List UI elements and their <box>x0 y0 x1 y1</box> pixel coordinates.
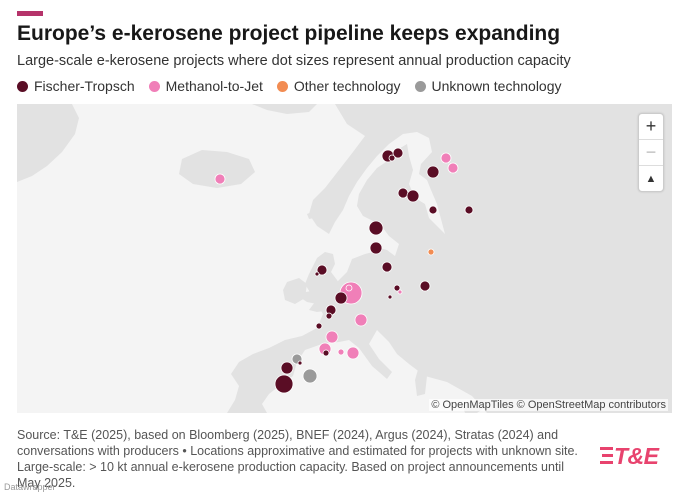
legend-label: Other technology <box>293 78 401 94</box>
project-dot-methanol-to-jet[interactable] <box>440 152 452 164</box>
project-dot-methanol-to-jet[interactable] <box>447 162 459 174</box>
project-dot-fischer-tropsch[interactable] <box>316 264 328 276</box>
legend-item-other-technology[interactable]: Other technology <box>276 78 401 94</box>
project-dot-fischer-tropsch[interactable] <box>392 147 404 159</box>
map-canvas[interactable]: + − ▲ © OpenMapTiles © OpenStreetMap con… <box>17 104 672 413</box>
te-logo: T&E <box>614 443 659 469</box>
project-dot-fischer-tropsch[interactable] <box>381 261 393 273</box>
project-dot-methanol-to-jet[interactable] <box>346 346 360 360</box>
legend-label: Fischer-Tropsch <box>34 78 135 94</box>
land-mainland <box>227 104 672 413</box>
legend-dot-methanol-to-jet <box>148 80 160 92</box>
zoom-controls: + − ▲ <box>638 113 664 192</box>
project-dot-fischer-tropsch[interactable] <box>325 312 333 320</box>
project-dot-fischer-tropsch[interactable] <box>428 205 438 215</box>
project-dot-fischer-tropsch[interactable] <box>419 280 431 292</box>
project-dot-methanol-to-jet[interactable] <box>354 313 368 327</box>
project-dot-methanol-to-jet[interactable] <box>214 173 226 185</box>
land-iceland <box>179 150 255 188</box>
project-dot-fischer-tropsch[interactable] <box>368 220 384 236</box>
project-dot-methanol-to-jet[interactable] <box>337 348 345 356</box>
compass-icon: ▲ <box>645 172 657 185</box>
project-dot-fischer-tropsch[interactable] <box>464 205 474 215</box>
project-dot-fischer-tropsch[interactable] <box>397 187 409 199</box>
project-dot-fischer-tropsch[interactable] <box>334 291 348 305</box>
project-dot-other-technology[interactable] <box>427 248 435 256</box>
compass-button[interactable]: ▲ <box>639 166 663 191</box>
land-corsica-sardinia <box>415 364 427 396</box>
legend-item-unknown-technology[interactable]: Unknown technology <box>414 78 562 94</box>
map-attribution[interactable]: © OpenMapTiles © OpenStreetMap contribut… <box>429 399 668 411</box>
land-arctic <box>252 104 317 114</box>
project-dot-fischer-tropsch[interactable] <box>322 349 330 357</box>
project-dot-unknown-technology[interactable] <box>302 368 318 384</box>
legend-dot-unknown-technology <box>414 80 426 92</box>
legend-dot-other-technology <box>276 80 288 92</box>
logo-stripes-icon <box>600 447 613 464</box>
header-accent-bar <box>17 11 43 16</box>
project-dot-methanol-to-jet[interactable] <box>325 330 339 344</box>
land-masses <box>17 104 672 413</box>
legend-label: Unknown technology <box>431 78 562 94</box>
project-dot-fischer-tropsch[interactable] <box>274 374 294 394</box>
legend: Fischer-Tropsch Methanol-to-Jet Other te… <box>17 78 576 94</box>
legend-dot-fischer-tropsch <box>17 80 28 92</box>
project-dot-fischer-tropsch[interactable] <box>406 189 420 203</box>
project-dot-fischer-tropsch[interactable] <box>426 165 440 179</box>
source-note: Source: T&E (2025), based on Bloomberg (… <box>17 428 578 490</box>
project-dot-fischer-tropsch[interactable] <box>388 154 396 162</box>
project-dot-fischer-tropsch[interactable] <box>369 241 383 255</box>
project-dot-fischer-tropsch[interactable] <box>315 322 323 330</box>
legend-label: Methanol-to-Jet <box>165 78 263 94</box>
project-dot-methanol-to-jet[interactable] <box>397 289 403 295</box>
legend-item-fischer-tropsch[interactable]: Fischer-Tropsch <box>17 78 135 94</box>
legend-item-methanol-to-jet[interactable]: Methanol-to-Jet <box>148 78 263 94</box>
project-dot-fischer-tropsch[interactable] <box>387 294 393 300</box>
chart-subtitle: Large-scale e-kerosene projects where do… <box>17 53 571 69</box>
land-greenland <box>17 104 79 182</box>
project-dot-methanol-to-jet[interactable] <box>345 284 353 292</box>
zoom-in-button[interactable]: + <box>639 114 663 140</box>
project-dot-fischer-tropsch[interactable] <box>393 284 401 292</box>
project-dot-fischer-tropsch[interactable] <box>314 271 320 277</box>
land-ireland <box>283 278 307 304</box>
project-dot-fischer-tropsch[interactable] <box>280 361 294 375</box>
map-svg[interactable] <box>17 104 672 413</box>
zoom-out-button[interactable]: − <box>639 140 663 166</box>
datawrapper-watermark: Datawrapper <box>4 482 56 492</box>
project-dot-fischer-tropsch[interactable] <box>297 360 303 366</box>
chart-title: Europe’s e-kerosene project pipeline kee… <box>17 22 561 45</box>
